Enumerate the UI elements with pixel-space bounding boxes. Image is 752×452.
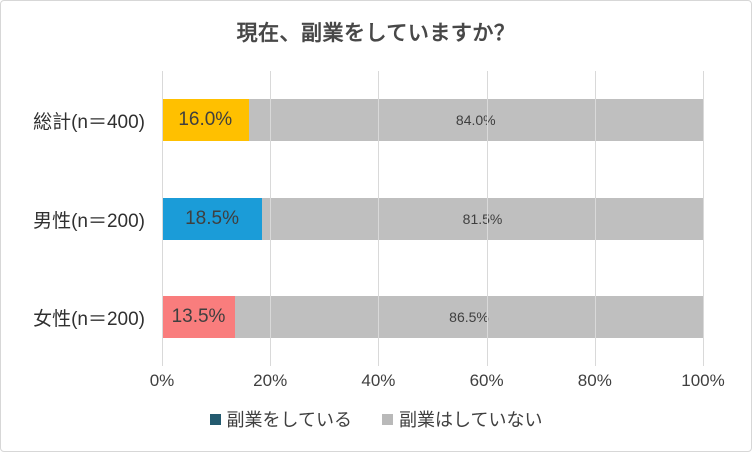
legend-label: 副業はしていない	[399, 410, 543, 430]
category-label: 女性(n＝200)	[33, 308, 145, 330]
bar-segment-yes: 16.0%	[162, 99, 249, 141]
gridline	[378, 71, 379, 366]
gridline	[270, 71, 271, 366]
bar-segment-yes: 18.5%	[162, 198, 263, 240]
legend: 副業をしている 副業はしていない	[1, 406, 751, 432]
gridline	[162, 71, 163, 366]
bar-row: 13.5% 86.5%	[162, 296, 703, 338]
bar-segment-yes: 13.5%	[162, 296, 236, 338]
gridline	[595, 71, 596, 366]
x-tick-label: 80%	[577, 371, 612, 390]
bar-segment-no: 84.0%	[248, 99, 703, 141]
x-tick-label: 100%	[681, 371, 725, 390]
x-tick-label: 20%	[253, 371, 288, 390]
bar-row: 18.5% 81.5%	[162, 198, 703, 240]
bar-segment-no: 86.5%	[235, 296, 703, 338]
legend-swatch-icon	[382, 413, 393, 425]
gridline	[487, 71, 488, 366]
x-tick-label: 60%	[469, 371, 504, 390]
legend-item: 副業をしている	[209, 406, 352, 432]
category-label: 男性(n＝200)	[33, 210, 145, 232]
gridline	[703, 71, 704, 366]
x-tick-label: 0%	[149, 371, 175, 390]
plot-area: 16.0% 84.0% 18.5% 81.5% 13.5% 86.5%	[162, 71, 704, 366]
x-tick-label: 40%	[361, 371, 396, 390]
legend-item: 副業はしていない	[382, 406, 542, 432]
category-label: 総計(n＝400)	[33, 111, 145, 133]
legend-swatch-icon	[209, 413, 221, 425]
legend-label: 副業をしている	[226, 410, 352, 430]
chart-title: 現在、副業をしていますか？	[236, 22, 516, 45]
bar-segment-no: 81.5%	[262, 198, 703, 240]
bar-row: 16.0% 84.0%	[162, 99, 703, 141]
